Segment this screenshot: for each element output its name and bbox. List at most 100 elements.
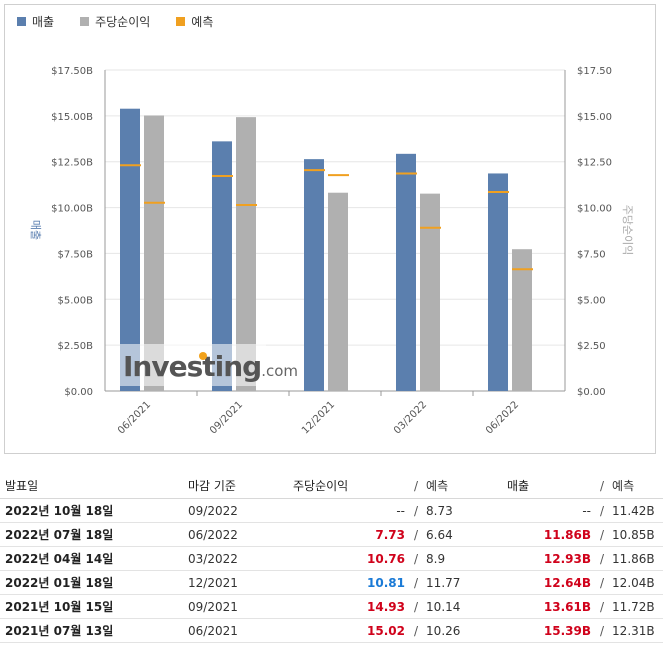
row-eps-forecast-cell: / 10.26 xyxy=(405,618,502,643)
y-tick-label-left: $10.00B xyxy=(51,204,93,215)
row-revenue-forecast-cell: / 10.85B xyxy=(591,522,663,547)
row-period: 06/2021 xyxy=(183,618,288,643)
header-revenue-forecast-label: 예측 xyxy=(612,478,635,493)
table-row: 2022년 07월 18일 06/2022 7.73 / 6.64 11.86B / 10.8… xyxy=(0,522,663,547)
x-tick-label: 06/2022 xyxy=(484,399,521,436)
row-eps-slash: / xyxy=(414,527,419,542)
row-revenue: -- xyxy=(502,498,591,523)
row-period: 06/2022 xyxy=(183,522,288,547)
header-date[interactable]: 발표일 xyxy=(0,472,183,499)
y-tick-label-right: $2.50 xyxy=(577,341,606,352)
earnings-history-table: 발표일 마감 기준 주당순이익 / 예측 매출 / 예측 2022년 10월 18일… xyxy=(0,472,663,643)
revenue-bar xyxy=(488,173,508,391)
row-revenue-slash: / xyxy=(600,551,605,566)
watermark-backdrop xyxy=(120,344,266,386)
table-row: 2022년 10월 18일 09/2022 --/8.73 --/11.42B xyxy=(0,498,663,523)
row-eps-forecast-cell: / 8.73 xyxy=(405,498,502,523)
row-revenue-forecast: 11.86B xyxy=(612,551,655,566)
row-eps: 15.02 xyxy=(288,618,405,643)
row-eps-slash: / xyxy=(414,575,419,590)
row-eps-forecast: 8.73 xyxy=(426,503,453,518)
y-tick-label-left: $7.50B xyxy=(58,249,94,260)
row-revenue-forecast: 12.31B xyxy=(612,623,655,638)
row-eps: 10.76 xyxy=(288,546,405,571)
row-revenue-slash: / xyxy=(600,623,605,638)
eps-bar xyxy=(144,115,164,391)
header-period[interactable]: 마감 기준 xyxy=(183,472,288,499)
legend-item-eps[interactable]: 주당순이익 xyxy=(80,13,150,30)
y-tick-label-left: $15.00B xyxy=(51,112,93,123)
row-revenue-forecast-cell: / 11.42B xyxy=(591,498,663,523)
revenue-bar xyxy=(396,153,416,391)
y-axis-title-left: 매출 xyxy=(29,220,42,240)
table-body: 2022년 10월 18일 09/2022 --/8.73 --/11.42B 2022… xyxy=(0,498,663,643)
revenue-bar xyxy=(120,108,140,391)
row-revenue-forecast-cell: / 11.86B xyxy=(591,546,663,571)
row-revenue: 12.64B xyxy=(502,570,591,595)
header-revenue-forecast[interactable]: / 예측 xyxy=(591,472,663,499)
row-revenue: 12.93B xyxy=(502,546,591,571)
row-eps-forecast: 10.14 xyxy=(426,599,461,614)
row-eps-forecast-cell: / 6.64 xyxy=(405,522,502,547)
row-revenue: 15.39B xyxy=(502,618,591,643)
y-tick-label-right: $15.00 xyxy=(577,112,612,123)
header-revenue-label: 매출 xyxy=(507,478,530,493)
row-eps: -- xyxy=(288,498,405,523)
header-eps-forecast[interactable]: / 예측 xyxy=(405,472,502,499)
row-date: 2021년 10월 15일 xyxy=(0,594,183,619)
row-date: 2021년 07월 13일 xyxy=(0,618,183,643)
y-tick-label-right: $0.00 xyxy=(577,387,606,398)
y-tick-label-left: $17.50B xyxy=(51,66,93,77)
header-eps[interactable]: 주당순이익 xyxy=(288,472,405,499)
eps-bar xyxy=(420,193,440,391)
header-revenue-slash: / xyxy=(600,478,605,493)
legend-item-revenue[interactable]: 매출 xyxy=(17,13,54,30)
row-revenue-forecast: 11.42B xyxy=(612,503,655,518)
row-revenue-slash: / xyxy=(600,527,605,542)
header-eps-forecast-label: 예측 xyxy=(426,478,449,493)
table-row: 2021년 07월 13일 06/2021 15.02 / 10.26 15.39B / 12… xyxy=(0,618,663,643)
investing-watermark-logo: Investing.com xyxy=(123,350,298,383)
x-tick-label: 06/2021 xyxy=(116,399,153,436)
row-date: 2022년 07월 18일 xyxy=(0,522,183,547)
earnings-chart: $0.00 $0.00 $2.50B $2.50 $5.00B $5.00 $7.50B $7… xyxy=(29,66,634,436)
legend-swatch-revenue xyxy=(17,16,26,26)
row-revenue-forecast-cell: / 11.72B xyxy=(591,594,663,619)
row-eps-slash: / xyxy=(414,623,419,638)
row-revenue-forecast-cell: / 12.04B xyxy=(591,570,663,595)
legend-swatch-eps xyxy=(80,16,90,26)
chart-legend: 매출 주당순이익 예측 xyxy=(17,13,239,29)
row-date: 2022년 04월 14일 xyxy=(0,546,183,571)
eps-bar xyxy=(236,117,256,391)
row-period: 09/2022 xyxy=(183,498,288,523)
y-tick-label-right: $7.50 xyxy=(577,249,606,260)
row-eps-slash: / xyxy=(414,551,419,566)
row-revenue-slash: / xyxy=(600,599,605,614)
y-tick-label-left: $0.00 xyxy=(64,387,93,398)
eps-bar xyxy=(328,192,348,391)
watermark-suffix: .com xyxy=(261,362,299,380)
row-eps: 10.81 xyxy=(288,570,405,595)
header-eps-label: 주당순이익 xyxy=(293,478,349,493)
row-revenue-slash: / xyxy=(600,575,605,590)
row-revenue-forecast: 10.85B xyxy=(612,527,655,542)
row-eps-forecast: 10.26 xyxy=(426,623,461,638)
legend-label-eps: 주당순이익 xyxy=(95,14,151,29)
y-tick-label-left: $2.50B xyxy=(58,341,94,352)
row-revenue-forecast: 12.04B xyxy=(612,575,655,590)
x-tick-label: 03/2022 xyxy=(392,399,429,436)
legend-item-forecast[interactable]: 예측 xyxy=(176,13,213,30)
x-tick-label: 09/2021 xyxy=(208,399,245,436)
y-tick-label-right: $10.00 xyxy=(577,204,612,215)
y-axis-title-right: 주당순이익 xyxy=(621,205,634,256)
watermark-dot-icon xyxy=(199,352,207,360)
row-revenue: 13.61B xyxy=(502,594,591,619)
y-tick-label-right: $12.50 xyxy=(577,158,612,169)
legend-swatch-forecast xyxy=(176,16,186,26)
row-eps: 14.93 xyxy=(288,594,405,619)
header-revenue[interactable]: 매출 xyxy=(502,472,591,499)
row-revenue-forecast: 11.72B xyxy=(612,599,655,614)
legend-label-revenue: 매출 xyxy=(32,14,55,29)
y-tick-label-left: $12.50B xyxy=(51,158,93,169)
revenue-bar xyxy=(304,159,324,391)
